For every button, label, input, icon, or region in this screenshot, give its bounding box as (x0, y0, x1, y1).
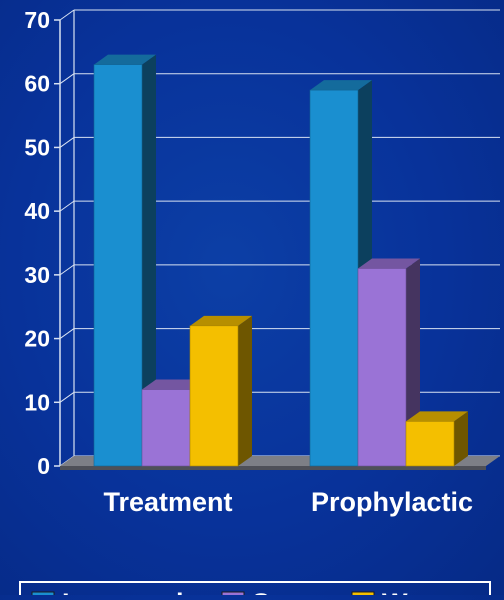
bar-top (94, 54, 156, 65)
bar-front (141, 389, 191, 467)
bar-side (454, 411, 468, 466)
bar-front (309, 89, 359, 467)
y-tick-label: 40 (24, 198, 50, 224)
legend-item-improved: Improved (31, 588, 184, 600)
grid-diagonal (59, 264, 75, 276)
y-tick-label: 60 (24, 71, 50, 97)
bar-top (190, 315, 252, 326)
grid-diagonal (59, 391, 75, 403)
x-tick-label: Treatment (103, 487, 232, 517)
bar-top (358, 258, 420, 269)
y-tick-label: 30 (24, 262, 50, 288)
grid-diagonal (59, 9, 75, 21)
bar-treatment-improved (93, 54, 156, 467)
bar-top (406, 411, 468, 422)
legend: Improved Same Worse (19, 581, 491, 600)
y-axis-ticks: 0 10 20 30 40 50 60 70 (24, 7, 50, 479)
y-tick-label: 0 (37, 453, 50, 479)
y-tick-label: 10 (24, 389, 50, 415)
bar-top (142, 379, 204, 390)
bar-front (189, 325, 239, 467)
bar-top (310, 80, 372, 91)
y-tick-label: 50 (24, 134, 50, 160)
legend-label: Worse (382, 588, 464, 595)
bar-front (357, 268, 407, 467)
bar-side (238, 315, 252, 466)
bar-front (93, 64, 143, 467)
y-tick-label: 70 (24, 7, 50, 33)
bar-side (142, 54, 156, 466)
y-tick-label: 20 (24, 326, 50, 352)
legend-item-same: Same (221, 588, 324, 600)
legend-box (19, 581, 491, 600)
grid-diagonal (59, 73, 75, 85)
legend-item-worse: Worse (351, 588, 464, 600)
floor-front (60, 466, 486, 470)
bars (93, 54, 468, 467)
grid-diagonal (59, 137, 75, 148)
bar-treatment-worse (189, 315, 252, 467)
legend-label: Same (252, 588, 324, 595)
grid-diagonal (59, 328, 75, 339)
legend-label: Improved (62, 588, 184, 595)
x-axis-labels: Treatment Prophylactic (103, 487, 473, 517)
bar-front (405, 421, 455, 467)
x-tick-label: Prophylactic (311, 487, 473, 517)
grid-diagonal (59, 200, 75, 212)
bar-prophylactic-same (357, 258, 420, 467)
bar-prophylactic-worse (405, 411, 468, 467)
